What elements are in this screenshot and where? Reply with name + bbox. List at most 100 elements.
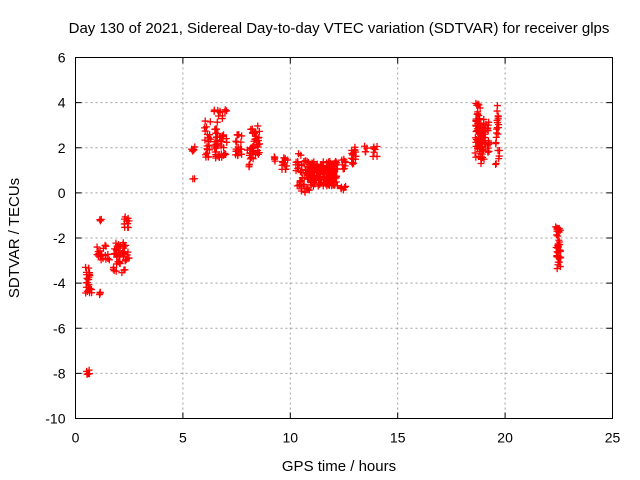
data-point (234, 151, 242, 159)
data-point (316, 170, 324, 178)
x-tick-label: 10 (283, 430, 299, 446)
data-point (370, 145, 378, 153)
data-point (492, 140, 500, 148)
data-point (329, 167, 337, 175)
data-point (342, 182, 350, 190)
y-tick-label: 0 (58, 185, 66, 201)
data-point (493, 124, 501, 132)
data-point (232, 137, 240, 145)
data-point (85, 264, 93, 272)
data-point (211, 125, 219, 133)
data-point (218, 115, 226, 123)
data-point (480, 115, 488, 123)
data-point (83, 274, 91, 282)
data-point (477, 119, 485, 127)
data-point (220, 144, 228, 152)
data-point (115, 244, 123, 252)
data-point (122, 241, 130, 249)
data-point (351, 143, 359, 151)
data-point (473, 110, 481, 118)
data-point (493, 116, 501, 124)
data-point (202, 153, 210, 161)
data-point (341, 157, 349, 165)
data-point (495, 152, 503, 160)
data-point (223, 107, 231, 115)
data-point (485, 147, 493, 155)
data-point (96, 288, 104, 296)
data-point (281, 156, 289, 164)
x-tick-label: 25 (605, 430, 621, 446)
data-point (124, 223, 132, 231)
data-point (254, 134, 262, 142)
data-point (315, 165, 323, 173)
axis-ticks (75, 57, 613, 419)
data-point (326, 157, 334, 165)
data-point (477, 159, 485, 167)
data-point (295, 181, 303, 189)
data-point (202, 123, 210, 131)
data-point (301, 188, 309, 196)
x-tick-label: 0 (72, 430, 80, 446)
data-point (480, 155, 488, 163)
data-point (82, 268, 90, 276)
data-point (247, 125, 255, 133)
data-point (110, 263, 118, 271)
data-point (554, 232, 562, 240)
data-point (306, 163, 314, 171)
y-axis-label: SDTVAR / TECUs (6, 178, 23, 298)
data-point (297, 185, 305, 193)
data-point (86, 289, 94, 297)
data-point (270, 155, 278, 163)
y-tick-label: -10 (45, 411, 65, 427)
data-point (296, 168, 304, 176)
data-point (113, 253, 121, 261)
data-point (472, 121, 480, 129)
data-point (331, 181, 339, 189)
data-point (298, 168, 306, 176)
data-point (213, 137, 221, 145)
data-point (201, 127, 209, 135)
y-tick-label: -2 (53, 230, 66, 246)
data-point (234, 143, 242, 151)
data-point (474, 144, 482, 152)
y-tick-label: -8 (53, 365, 66, 381)
data-point (310, 164, 318, 172)
data-point (298, 160, 306, 168)
data-point (238, 132, 246, 140)
data-point (495, 121, 503, 129)
data-point (206, 118, 214, 126)
data-point (482, 120, 490, 128)
data-point (233, 147, 241, 155)
x-axis-label: GPS time / hours (282, 458, 396, 475)
data-point (118, 269, 126, 277)
y-tick-label: 6 (58, 50, 66, 66)
data-point (122, 256, 130, 264)
data-point (555, 225, 563, 233)
data-point (340, 165, 348, 173)
data-point (94, 252, 102, 260)
x-tick-label: 20 (497, 430, 513, 446)
data-point (93, 243, 101, 251)
data-point (85, 370, 93, 378)
data-point (337, 183, 345, 191)
data-point (303, 157, 311, 165)
x-tick-labels: 0 5 10 15 20 25 (72, 430, 621, 446)
data-point (214, 152, 222, 160)
data-point (295, 150, 303, 158)
data-point (471, 149, 479, 157)
data-point (212, 129, 220, 137)
data-point (104, 250, 112, 258)
data-point (189, 145, 197, 153)
data-point (249, 149, 257, 157)
data-point (349, 160, 357, 168)
data-point (221, 108, 229, 116)
data-point (348, 154, 356, 162)
data-point (369, 152, 377, 160)
data-point (485, 139, 493, 147)
data-point (282, 165, 290, 173)
data-point (298, 174, 306, 182)
data-point (119, 248, 127, 256)
data-point (472, 153, 480, 161)
data-point (254, 147, 262, 155)
